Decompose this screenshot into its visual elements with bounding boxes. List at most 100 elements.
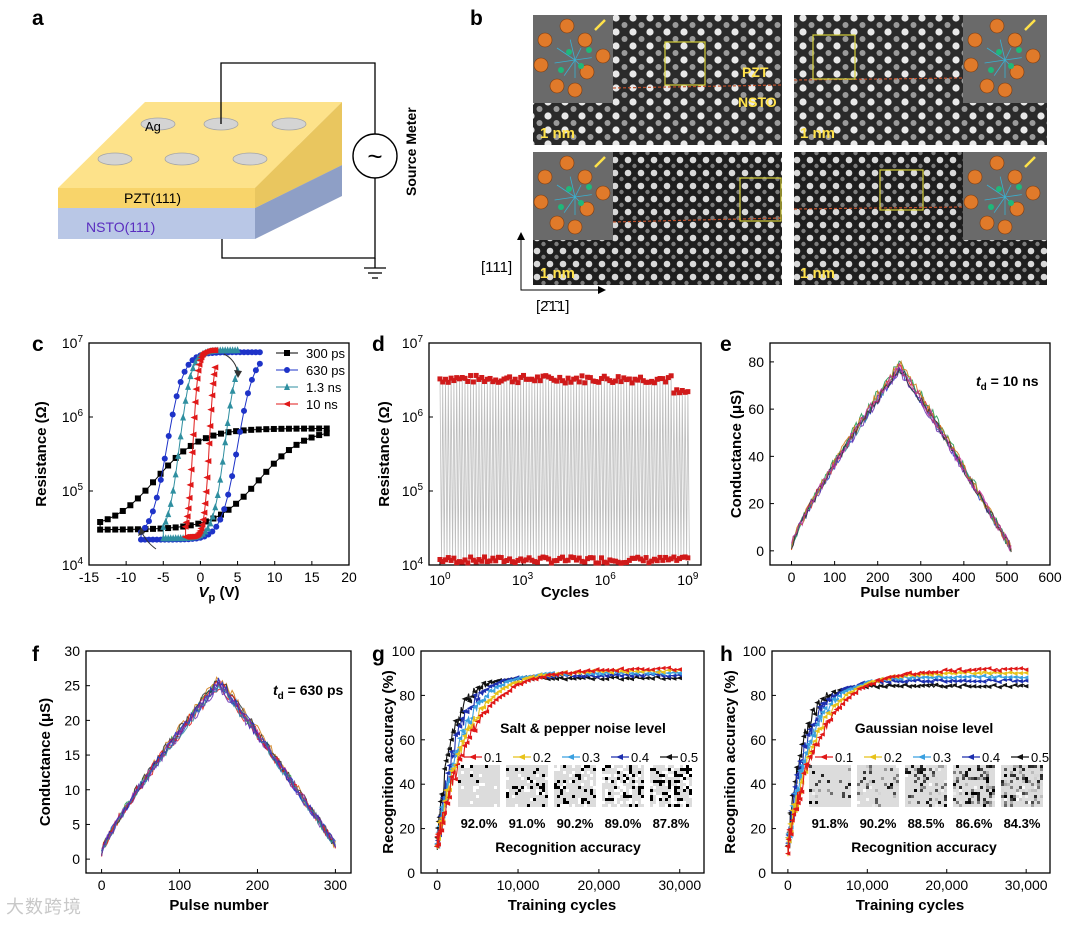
hrs-point	[440, 379, 446, 385]
unit-cell-insets	[533, 18, 1041, 235]
accuracy-value: 87.8%	[653, 816, 690, 831]
data-point	[885, 680, 892, 685]
unit-cell-inset	[533, 155, 611, 235]
noise-pixel	[662, 780, 665, 783]
data-point	[510, 684, 516, 690]
noise-pixel	[557, 765, 560, 768]
data-point	[638, 666, 645, 672]
data-point	[499, 678, 506, 683]
data-point	[474, 685, 481, 690]
pulse-width-annotation: td = 630 ps	[273, 682, 344, 702]
plot-frame	[88, 342, 350, 566]
legend-label: 300 ps	[306, 346, 346, 361]
pb-atom	[997, 82, 1013, 98]
y-tick-label: 20	[748, 496, 764, 512]
noise-pixel	[584, 804, 587, 807]
data-point	[222, 438, 229, 446]
noise-pixel	[866, 765, 869, 768]
data-point	[483, 709, 490, 714]
nsto-image-label: NSTO	[738, 94, 777, 110]
data-point	[170, 486, 177, 494]
noise-pixel	[1031, 765, 1034, 768]
noise-pixel	[587, 765, 590, 768]
noise-pixel	[914, 774, 917, 777]
x-tick-label: 15	[304, 569, 320, 585]
data-point	[316, 425, 323, 432]
data-point	[594, 667, 600, 672]
x-tick-label: 20,000	[925, 877, 968, 893]
lrs-point	[546, 556, 552, 562]
noise-pixel	[602, 774, 605, 777]
data-point	[450, 770, 456, 775]
data-point	[665, 754, 672, 760]
lrs-point	[448, 557, 454, 563]
data-point	[150, 525, 157, 532]
noise-pixel	[650, 798, 653, 801]
noise-pixel	[536, 792, 539, 795]
lrs-point	[454, 560, 460, 566]
data-point	[459, 739, 465, 744]
data-point	[819, 725, 825, 731]
data-point	[480, 680, 487, 686]
legend: 0.1 0.2 0.3 0.4 0.5	[464, 750, 698, 765]
hrs-point	[448, 375, 454, 381]
noise-pixel	[890, 786, 893, 789]
data-point	[452, 718, 458, 723]
data-point	[193, 375, 201, 382]
data-point	[464, 709, 470, 715]
data-point	[187, 372, 194, 380]
data-point	[910, 683, 917, 689]
data-point	[263, 426, 270, 433]
noise-pixel	[878, 792, 881, 795]
data-point	[980, 679, 987, 684]
data-point	[323, 430, 330, 437]
lrs-point	[621, 560, 627, 566]
noise-pixel	[875, 801, 878, 804]
noise-pixel	[527, 789, 530, 792]
noise-pixel	[689, 786, 692, 789]
noise-pixel	[572, 765, 575, 768]
data-point	[991, 682, 997, 688]
data-point	[489, 700, 496, 705]
data-point	[665, 674, 671, 679]
data-point	[466, 735, 473, 740]
noise-pixel	[929, 804, 932, 807]
noise-pixel	[917, 777, 920, 780]
bond	[574, 184, 582, 198]
noise-pixel	[680, 798, 683, 801]
data-point	[902, 671, 908, 676]
hrs-point	[532, 378, 538, 384]
data-point	[996, 684, 1002, 690]
hrs-point	[445, 379, 451, 385]
noise-pixel	[935, 798, 938, 801]
pb-atom	[533, 57, 549, 73]
noise-pixel	[629, 789, 632, 792]
data-point	[474, 719, 481, 724]
noise-pixel	[845, 786, 848, 789]
data-point	[918, 754, 925, 760]
noise-pixel	[1016, 789, 1019, 792]
noise-pixel	[632, 780, 635, 783]
hrs-point	[482, 379, 488, 385]
noise-pixel	[944, 780, 947, 783]
data-point	[486, 703, 493, 709]
noise-pixel	[1013, 777, 1016, 780]
lrs-point	[554, 558, 560, 564]
data-point	[483, 694, 490, 699]
axis-arrow-right-icon	[598, 286, 606, 294]
data-point	[980, 666, 987, 672]
data-point	[654, 666, 661, 671]
data-point	[797, 758, 803, 764]
noise-pixel	[608, 804, 611, 807]
x-tick-label: 106	[595, 571, 617, 588]
legend-label: 0.1	[484, 750, 502, 765]
noise-pixel	[629, 792, 632, 795]
lrs-point	[604, 560, 610, 566]
data-point	[456, 724, 463, 729]
data-point	[842, 692, 849, 697]
hrs-point	[562, 380, 568, 386]
noise-pixel	[689, 765, 692, 768]
data-point	[811, 738, 818, 744]
lrs-point	[462, 557, 468, 563]
